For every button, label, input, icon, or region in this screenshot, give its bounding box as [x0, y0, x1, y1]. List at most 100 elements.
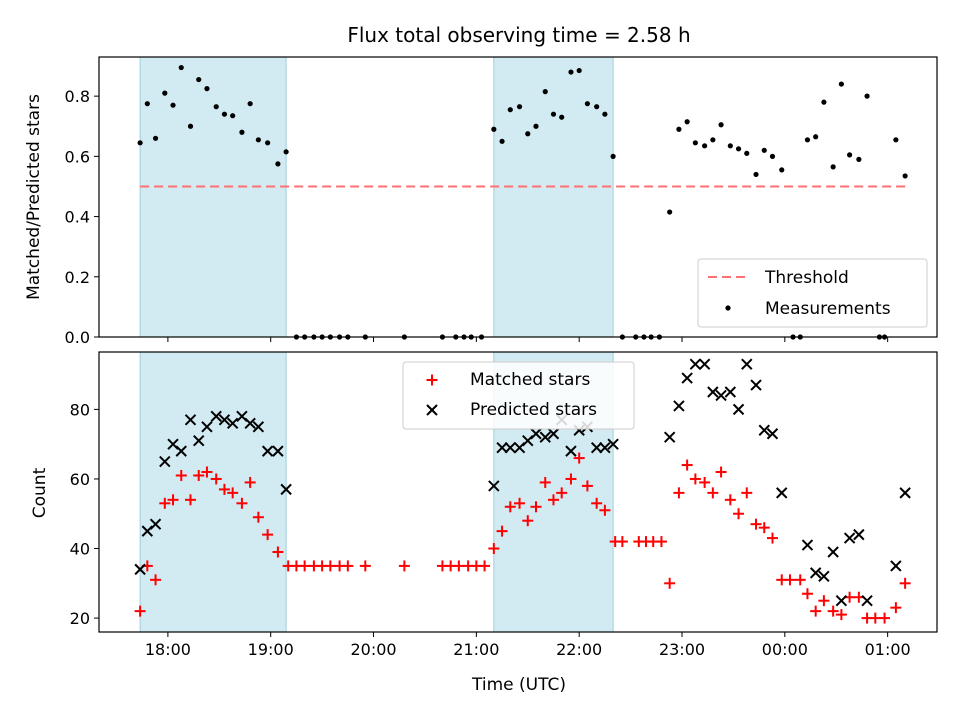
- data-point-count-1-54: [861, 594, 873, 607]
- data-point-count-0-25: [359, 560, 371, 572]
- data-point-count-1-35: [681, 372, 693, 384]
- data-point-ratio-0-11: [230, 113, 236, 119]
- data-point-ratio-0-5: [178, 64, 184, 71]
- x-tick-label: 20:00: [350, 640, 396, 659]
- data-point-count-0-15: [262, 529, 274, 541]
- data-point-count-0-63: [750, 518, 762, 530]
- data-point-ratio-0-44: [594, 104, 600, 110]
- data-point-ratio-0-8: [204, 86, 210, 92]
- data-point-ratio-0-38: [542, 89, 548, 95]
- shaded-interval-count-0: [140, 352, 287, 632]
- data-point-ratio-0-72: [838, 81, 844, 87]
- data-point-ratio-0-15: [265, 140, 271, 146]
- chart-title: Flux total observing time = 2.58 h: [347, 23, 690, 47]
- data-point-count-0-13: [244, 476, 256, 488]
- data-point-count-1-52: [843, 532, 856, 544]
- data-point-count-1-23: [530, 428, 542, 440]
- data-point-ratio-0-63: [761, 147, 767, 153]
- data-point-ratio-0-68: [804, 137, 811, 143]
- data-point-count-0-10: [218, 483, 230, 495]
- x-axis-label: Time (UTC): [471, 675, 566, 695]
- data-point-count-1-31: [599, 441, 611, 454]
- data-point-count-1-43: [750, 379, 762, 391]
- data-point-count-1-9: [210, 410, 222, 423]
- legend-box: [697, 258, 928, 328]
- x-tick-label: 22:00: [556, 640, 602, 659]
- data-point-count-1-8: [201, 421, 213, 433]
- data-point-ratio-0-12: [239, 129, 245, 135]
- data-point-count-1-48: [809, 567, 822, 579]
- data-point-count-0-35: [504, 501, 516, 513]
- data-point-count-0-71: [818, 595, 830, 607]
- data-point-count-1-17: [280, 483, 292, 496]
- series-matched-stars: [134, 452, 911, 624]
- data-point-ratio-0-9: [213, 104, 219, 110]
- data-point-count-0-41: [556, 487, 568, 499]
- y-tick-label-count: 20: [70, 609, 90, 628]
- data-point-count-0-7: [193, 469, 205, 481]
- data-point-count-0-52: [655, 536, 667, 548]
- data-point-count-1-2: [149, 518, 162, 530]
- data-point-ratio-0-64: [769, 153, 776, 159]
- data-point-ratio-0-4: [170, 102, 176, 108]
- y-tick-label-count: 40: [70, 540, 90, 559]
- data-point-ratio-0-53: [676, 126, 682, 132]
- legend-ratio: Threshold Measurements: [697, 258, 928, 328]
- y-tick-label-ratio: 0.6: [65, 147, 90, 166]
- data-point-ratio-0-32: [491, 126, 497, 132]
- data-point-count-0-33: [488, 543, 500, 555]
- x-tick-label: 19:00: [248, 640, 294, 659]
- data-point-count-0-72: [827, 605, 839, 617]
- data-point-ratio-0-13: [247, 101, 253, 107]
- data-point-count-1-55: [890, 560, 902, 572]
- data-point-count-0-56: [689, 473, 701, 485]
- data-point-count-1-11: [226, 417, 239, 430]
- data-point-ratio-0-39: [550, 111, 557, 117]
- data-point-ratio-0-71: [830, 164, 836, 170]
- data-point-count-1-36: [689, 358, 702, 370]
- legend-count: Matched stars Predicted stars: [402, 361, 635, 430]
- data-point-count-0-0: [134, 605, 146, 617]
- data-point-count-0-24: [342, 560, 354, 572]
- data-point-count-1-15: [261, 445, 274, 457]
- data-point-count-0-55: [681, 459, 693, 471]
- data-point-ratio-0-54: [684, 119, 690, 125]
- data-point-count-1-37: [698, 358, 711, 370]
- data-point-count-1-42: [741, 358, 753, 370]
- data-point-count-1-30: [590, 441, 603, 454]
- data-point-count-0-16: [272, 546, 284, 558]
- data-point-count-1-13: [244, 417, 256, 430]
- data-point-ratio-0-52: [667, 209, 673, 215]
- data-point-ratio-0-74: [856, 156, 862, 162]
- data-point-count-1-40: [724, 386, 737, 398]
- data-point-ratio-0-79: [902, 173, 908, 179]
- plot-frame-count: [98, 351, 938, 633]
- data-point-count-0-11: [227, 487, 239, 499]
- data-point-count-0-46: [599, 504, 611, 516]
- data-point-ratio-0-60: [735, 146, 742, 152]
- y-tick-label-ratio: 0.8: [65, 87, 90, 106]
- data-point-ratio-0-34: [507, 107, 513, 113]
- data-point-count-0-19: [299, 560, 311, 572]
- series-measurements: [137, 64, 908, 340]
- data-point-ratio-0-33: [499, 138, 505, 144]
- data-point-count-0-26: [398, 560, 410, 572]
- y-tick-label-count: 60: [70, 470, 90, 489]
- data-point-count-1-5: [175, 445, 187, 457]
- x-tick-label: 21:00: [453, 640, 499, 659]
- data-point-count-1-20: [504, 441, 516, 454]
- data-point-count-1-49: [818, 570, 830, 583]
- legend-predicted-swatch: [426, 404, 438, 416]
- data-point-count-0-67: [784, 574, 796, 586]
- data-point-count-0-29: [453, 560, 465, 572]
- data-point-count-1-41: [732, 403, 745, 416]
- data-point-count-0-2: [150, 574, 162, 586]
- y-axis-label-count: Count: [30, 467, 50, 518]
- data-point-ratio-0-73: [847, 152, 853, 158]
- legend-measurements-label: Measurements: [765, 299, 891, 319]
- data-point-count-0-14: [252, 511, 264, 523]
- x-tick-label: 18:00: [145, 640, 191, 659]
- data-point-ratio-0-16: [275, 161, 281, 167]
- data-point-count-1-32: [607, 438, 619, 450]
